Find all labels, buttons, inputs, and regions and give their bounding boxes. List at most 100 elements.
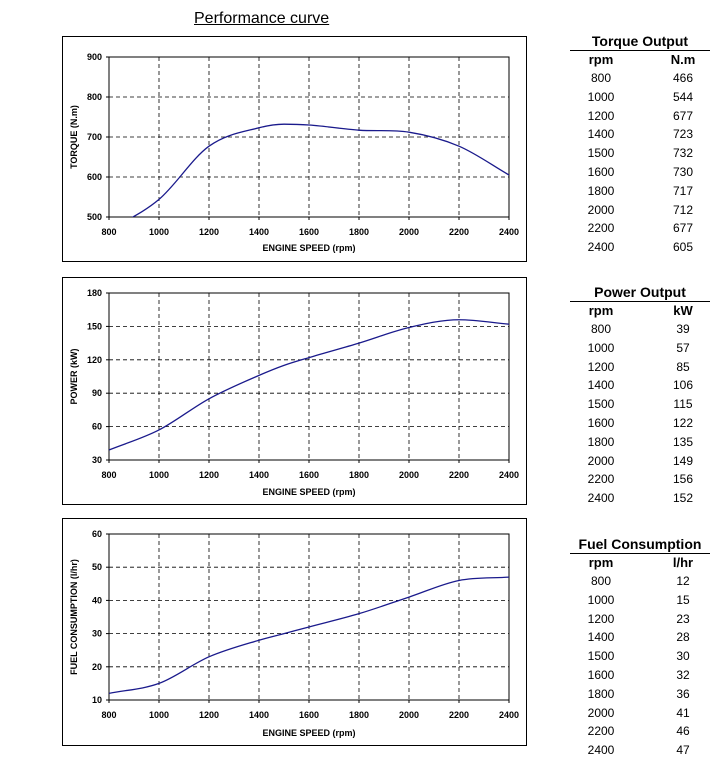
power-table-row: 2400 152 [570,489,710,508]
fuel-table-cell-rpm: 1000 [587,592,615,607]
torque-table-cell-value: 466 [672,71,694,85]
torque-y-tick-label: 700 [87,132,102,142]
fuel-x-tick-label: 1200 [199,710,219,720]
torque-table-row: 1200 677 [570,107,710,126]
fuel-x-tick-label: 1000 [149,710,169,720]
torque-table-cell-value: 730 [672,164,694,179]
power-chart-svg: 30 60 90 120 150 180 800 1000 1200 1400 1600 1800 20… [69,288,519,497]
fuel-x-tick-label: 2400 [499,710,519,720]
torque-y-tick-label: 500 [87,212,102,222]
torque-x-tick-label: 1200 [199,227,219,237]
fuel-table-cell-rpm: 2400 [587,743,615,758]
power-chart: 30 60 90 120 150 180 800 1000 1200 1400 1600 1800 20… [62,277,527,505]
fuel-table-header: rpm l/hr [570,554,710,572]
fuel-x-tick-label: 1400 [249,710,269,720]
torque-table-cell-value: 732 [672,146,694,161]
fuel-table-cell-value: 46 [676,724,690,739]
power-table-cell-rpm: 2200 [587,472,615,487]
power-table-cell-rpm: 2400 [587,491,615,506]
torque-table-cell-rpm: 1800 [587,183,615,198]
power-x-tick-label: 1400 [249,470,269,480]
fuel-table-title: Fuel Consumption [570,536,710,554]
power-x-tick-label: 1800 [349,470,369,480]
fuel-table-cell-value: 36 [676,686,690,701]
torque-table-cell-rpm: 2000 [587,202,615,217]
fuel-series-line [109,576,509,694]
torque-y-tick-label: 900 [87,52,102,62]
torque-table-cell-rpm: 1000 [587,89,615,104]
torque-series-line [131,123,509,217]
power-table-cell-value: 106 [672,378,694,393]
power-x-tick-label: 800 [101,470,116,480]
fuel-chart-svg: 10 20 30 40 50 60 800 1000 1200 1400 1600 1800 2000 2… [69,529,519,738]
power-table: Power Output rpm kW 800 39 1000 57 1200 85 1400 10… [570,284,710,508]
torque-table-row: 1500 732 [570,144,710,163]
power-table-row: 2200 156 [570,470,710,489]
torque-table-row: 2200 677 [570,219,710,238]
power-table-cell-value: 156 [672,472,694,487]
power-table-cell-value: 152 [672,491,694,506]
power-y-axis-title: POWER (kW) [69,349,79,405]
torque-x-tick-label: 800 [101,227,116,237]
fuel-y-tick-label: 60 [92,529,102,539]
power-x-axis-title: ENGINE SPEED (rpm) [262,487,355,497]
fuel-y-tick-label: 30 [92,629,102,639]
fuel-table-row: 2200 46 [570,722,710,741]
power-table-row: 2000 149 [570,452,710,471]
power-table-row: 800 39 [570,320,710,339]
fuel-table-cell-rpm: 1600 [587,667,615,682]
torque-y-tick-label: 800 [87,92,102,102]
fuel-table-row: 1200 23 [570,610,710,629]
torque-table: Torque Output rpm N.m 800 466 1000 544 1200 677 1… [570,33,710,257]
fuel-x-tick-label: 2000 [399,710,419,720]
fuel-table-cell-value: 47 [676,743,690,758]
power-table-row: 1500 115 [570,395,710,414]
fuel-x-tick-label: 1800 [349,710,369,720]
fuel-table-row: 2400 47 [570,741,710,760]
power-table-cell-value: 122 [672,415,694,430]
fuel-table-cell-value: 12 [676,574,690,588]
torque-table-cell-rpm: 1200 [587,108,615,123]
power-y-tick-label: 60 [92,422,102,432]
power-x-tick-label: 2000 [399,470,419,480]
fuel-x-tick-label: 2200 [449,710,469,720]
fuel-table-cell-value: 23 [676,611,690,626]
power-table-cell-value: 85 [676,359,690,374]
power-table-cell-value: 149 [672,453,694,468]
fuel-table-cell-rpm: 1400 [587,630,615,645]
power-y-tick-label: 120 [87,355,102,365]
fuel-y-axis-title: FUEL CONSUMPTION (l/hr) [69,559,79,675]
fuel-y-tick-label: 50 [92,562,102,572]
fuel-table-cell-rpm: 2000 [587,705,615,720]
torque-table-cell-value: 677 [672,108,694,123]
power-table-cell-rpm: 2000 [587,453,615,468]
torque-table-cell-rpm: 1500 [587,146,615,161]
power-table-cell-rpm: 1200 [587,359,615,374]
power-table-cell-value: 57 [676,340,690,355]
torque-table-col-rpm: rpm [588,52,614,67]
power-table-cell-rpm: 1000 [587,340,615,355]
fuel-table-cell-value: 28 [676,630,690,645]
torque-table-cell-value: 677 [672,221,694,236]
power-y-tick-label: 150 [87,321,102,331]
fuel-table-row: 1000 15 [570,591,710,610]
torque-table-row: 2000 712 [570,201,710,220]
power-table-cell-value: 115 [673,397,693,412]
torque-table-row: 1400 723 [570,125,710,144]
fuel-table-row: 1500 30 [570,647,710,666]
fuel-table-cell-rpm: 1800 [587,686,615,701]
fuel-table-row: 2000 41 [570,704,710,723]
fuel-table-cell-value: 32 [676,667,690,682]
fuel-x-tick-label: 800 [101,710,116,720]
torque-chart: 500 600 700 800 900 800 1000 1200 1400 1600 1800 20… [62,36,527,262]
power-x-tick-label: 1200 [199,470,219,480]
power-y-tick-label: 90 [92,388,102,398]
torque-x-tick-label: 1800 [349,227,369,237]
fuel-table-row: 1800 36 [570,685,710,704]
fuel-x-tick-label: 1600 [299,710,319,720]
power-table-cell-value: 39 [676,322,690,336]
fuel-table-cell-rpm: 1200 [587,611,615,626]
fuel-table-row: 1400 28 [570,628,710,647]
torque-table-header: rpm N.m [570,51,710,69]
torque-table-row: 2400 605 [570,238,710,257]
